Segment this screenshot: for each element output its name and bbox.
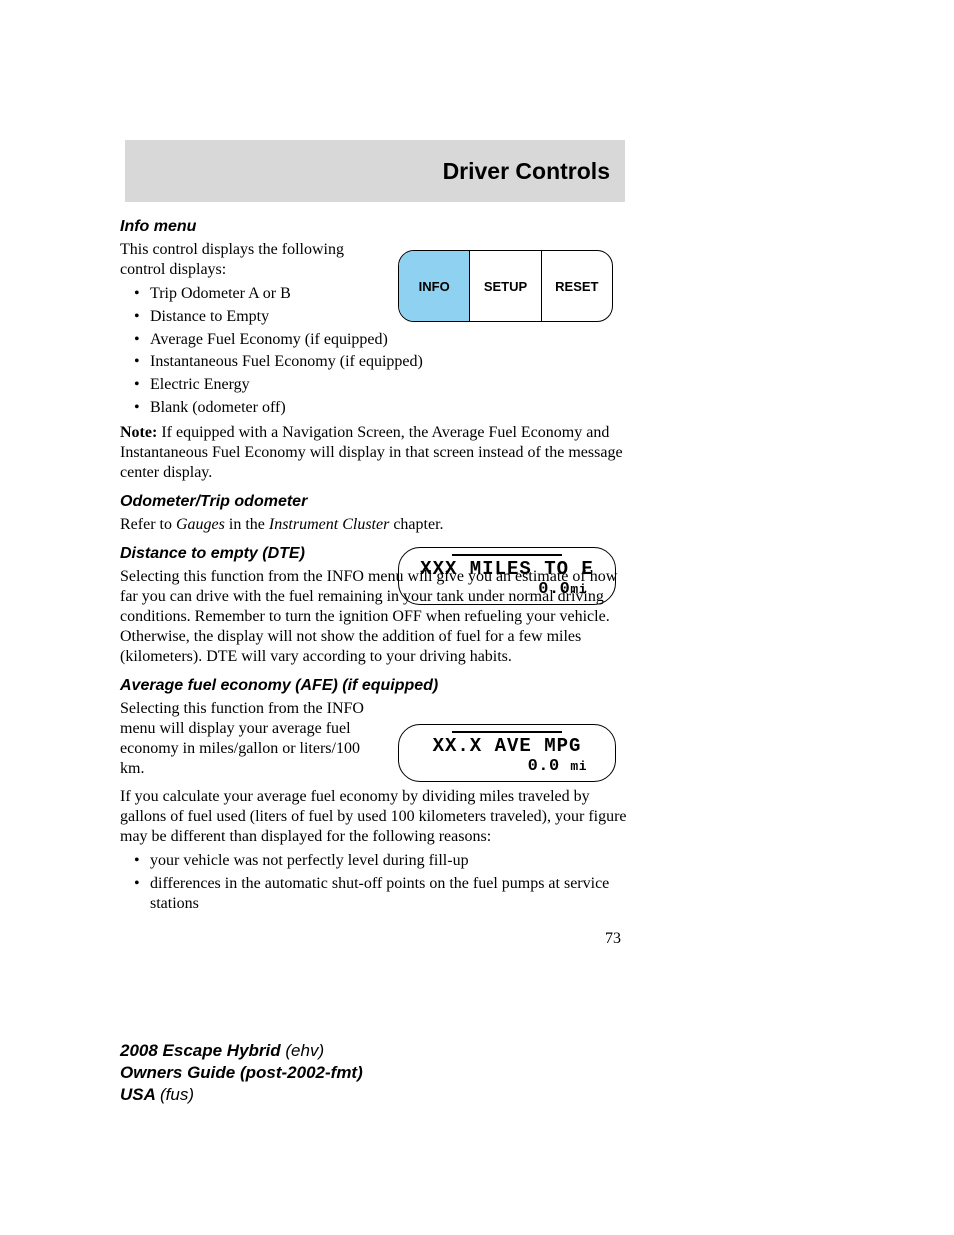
list-item: Electric Energy	[138, 375, 630, 396]
afe-lcd-value: 0.0	[528, 757, 560, 776]
reset-button[interactable]: RESET	[542, 251, 612, 321]
list-item: Average Fuel Economy (if equipped)	[138, 330, 398, 351]
setup-button[interactable]: SETUP	[470, 251, 541, 321]
section-title: Driver Controls	[443, 158, 610, 185]
afe-lcd-line2: 0.0 mi	[528, 757, 587, 776]
afe-bullet-list: your vehicle was not perfectly level dur…	[120, 851, 630, 915]
list-item: Distance to Empty	[138, 307, 398, 328]
dte-display: XXX MILES TO E 0.0mi	[398, 547, 616, 605]
footer-code: (ehv)	[285, 1041, 324, 1060]
info-menu-note: Note: If equipped with a Navigation Scre…	[120, 423, 630, 483]
footer-model: 2008 Escape Hybrid	[120, 1041, 285, 1060]
footer-line1: 2008 Escape Hybrid (ehv)	[120, 1040, 363, 1062]
footer-line2: Owners Guide (post-2002-fmt)	[120, 1062, 363, 1084]
list-item: Trip Odometer A or B	[138, 284, 398, 305]
button-panel: INFO SETUP RESET	[398, 250, 613, 322]
afe-heading: Average fuel economy (AFE) (if equipped)	[120, 677, 630, 695]
page-number: 73	[605, 930, 621, 948]
dte-lcd-unit: mi	[570, 582, 587, 597]
footer-region-code: (fus)	[160, 1085, 194, 1104]
footer: 2008 Escape Hybrid (ehv) Owners Guide (p…	[120, 1040, 363, 1106]
list-item: Blank (odometer off)	[138, 398, 630, 419]
list-item: differences in the automatic shut-off po…	[138, 874, 630, 916]
text-fragment: chapter.	[389, 516, 443, 533]
info-menu-intro: This control displays the following cont…	[120, 240, 380, 280]
dte-lcd-line1: XXX MILES TO E	[420, 558, 594, 580]
section-header-bar: Driver Controls	[125, 140, 625, 202]
afe-para1: Selecting this function from the INFO me…	[120, 699, 380, 779]
lcd-top-bar	[452, 731, 562, 733]
afe-lcd-line1: XX.X AVE MPG	[433, 735, 582, 757]
lcd-top-bar	[452, 554, 562, 556]
afe-display: XX.X AVE MPG 0.0 mi	[398, 724, 616, 782]
footer-line3: USA (fus)	[120, 1084, 363, 1106]
note-label: Note:	[120, 424, 157, 441]
list-item: your vehicle was not perfectly level dur…	[138, 851, 630, 872]
text-fragment-italic: Instrument Cluster	[269, 516, 389, 533]
odometer-text: Refer to Gauges in the Instrument Cluste…	[120, 515, 630, 535]
info-menu-heading: Info menu	[120, 218, 630, 236]
text-fragment: in the	[225, 516, 269, 533]
afe-para2: If you calculate your average fuel econo…	[120, 787, 630, 847]
info-button[interactable]: INFO	[399, 251, 470, 321]
note-body: If equipped with a Navigation Screen, th…	[120, 424, 623, 481]
footer-region: USA	[120, 1085, 160, 1104]
list-item: Instantaneous Fuel Economy (if equipped)	[138, 352, 630, 373]
dte-lcd-line2: 0.0mi	[538, 580, 587, 599]
text-fragment-italic: Gauges	[176, 516, 225, 533]
text-fragment: Refer to	[120, 516, 176, 533]
afe-lcd-unit: mi	[570, 759, 587, 774]
dte-lcd-value: 0.0	[538, 580, 570, 599]
odometer-heading: Odometer/Trip odometer	[120, 493, 630, 511]
